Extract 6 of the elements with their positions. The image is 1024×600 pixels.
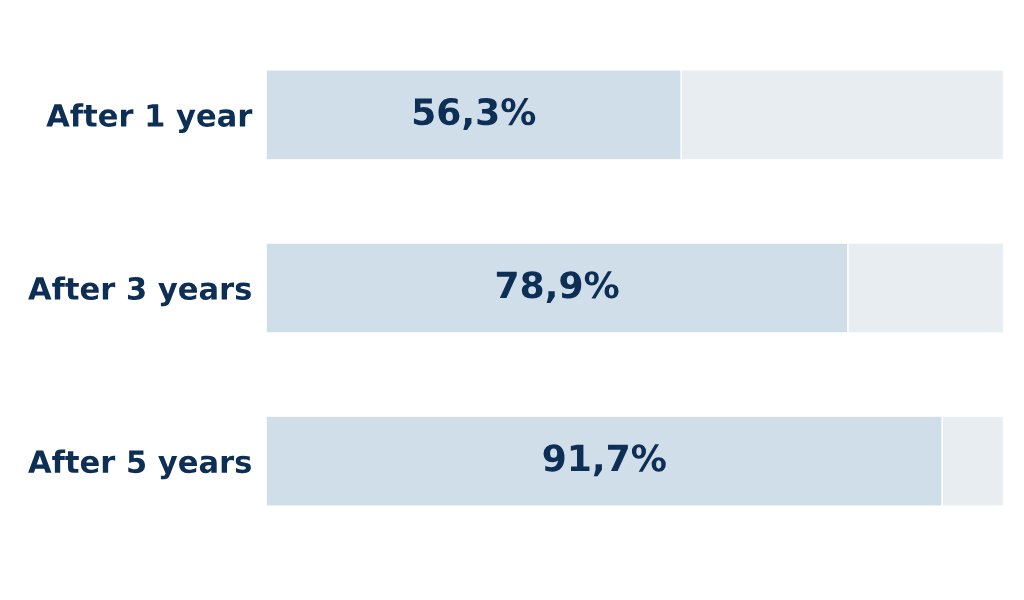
data-label: 78,9% [496, 271, 619, 304]
y-tick-label: After 1 year [46, 103, 253, 134]
data-label: 91,7% [543, 444, 666, 477]
y-tick-label: After 5 years [28, 449, 251, 480]
data-label: 56,3% [413, 98, 536, 130]
y-tick-label: After 3 years [28, 276, 251, 307]
